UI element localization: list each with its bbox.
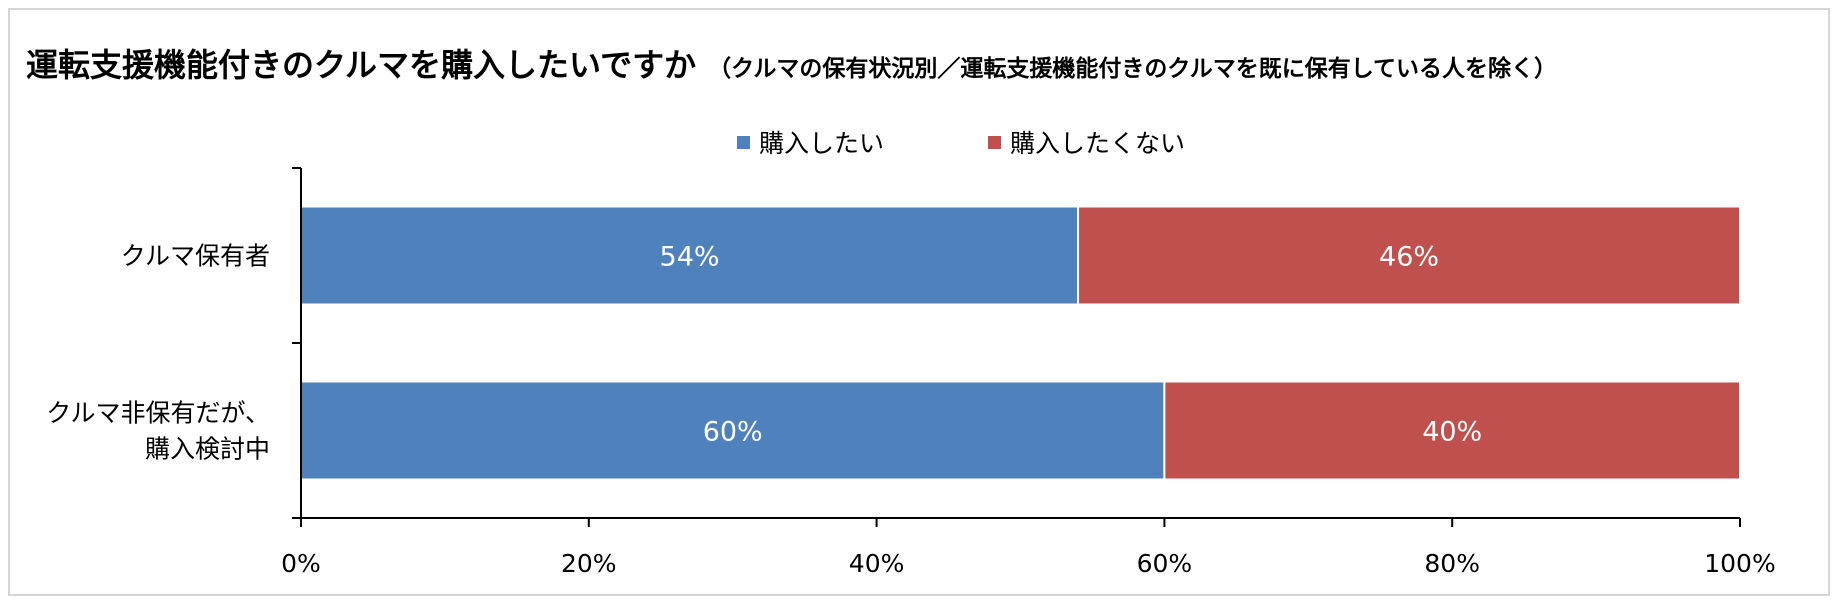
- category-label-line: クルマ保有者: [121, 242, 270, 271]
- bar-2-2: [1163, 380, 1741, 481]
- x-tick-label-2: 20%: [561, 549, 617, 578]
- bar-1-1: [300, 205, 1080, 306]
- legend-swatch-2: [988, 136, 1001, 149]
- data-label-1-1: 54%: [660, 242, 720, 273]
- bar-2-1: [300, 380, 1166, 481]
- category-label-1: クルマ保有者: [121, 242, 270, 271]
- chart-title-main: 運転支援機能付きのクルマを購入したいですか: [26, 46, 697, 84]
- category-label-line: 購入検討中: [145, 435, 270, 464]
- legend-label-1: 購入したい: [759, 129, 884, 158]
- category-label-line: クルマ非保有だが、: [46, 399, 270, 428]
- chart-title: 運転支援機能付きのクルマを購入したいですか （クルマの保有状況別／運転支援機能付き…: [26, 40, 1557, 86]
- data-label-1-2: 46%: [1379, 242, 1439, 273]
- data-label-2-1: 60%: [703, 417, 763, 448]
- x-tick-label-4: 60%: [1137, 549, 1193, 578]
- legend-swatch-1: [737, 136, 750, 149]
- chart-title-sub: （クルマの保有状況別／運転支援機能付きのクルマを既に保有している人を除く）: [708, 56, 1558, 82]
- x-tick-label-1: 0%: [281, 549, 321, 578]
- legend-label-2: 購入したくない: [1010, 129, 1185, 158]
- data-label-2-2: 40%: [1422, 417, 1482, 448]
- bar-1-2: [1077, 205, 1742, 306]
- x-tick-label-6: 100%: [1704, 549, 1775, 578]
- x-tick-label-5: 80%: [1424, 549, 1480, 578]
- x-tick-label-3: 40%: [849, 549, 905, 578]
- chart-frame: [8, 8, 1830, 596]
- category-label-2: クルマ非保有だが、購入検討中: [46, 399, 270, 464]
